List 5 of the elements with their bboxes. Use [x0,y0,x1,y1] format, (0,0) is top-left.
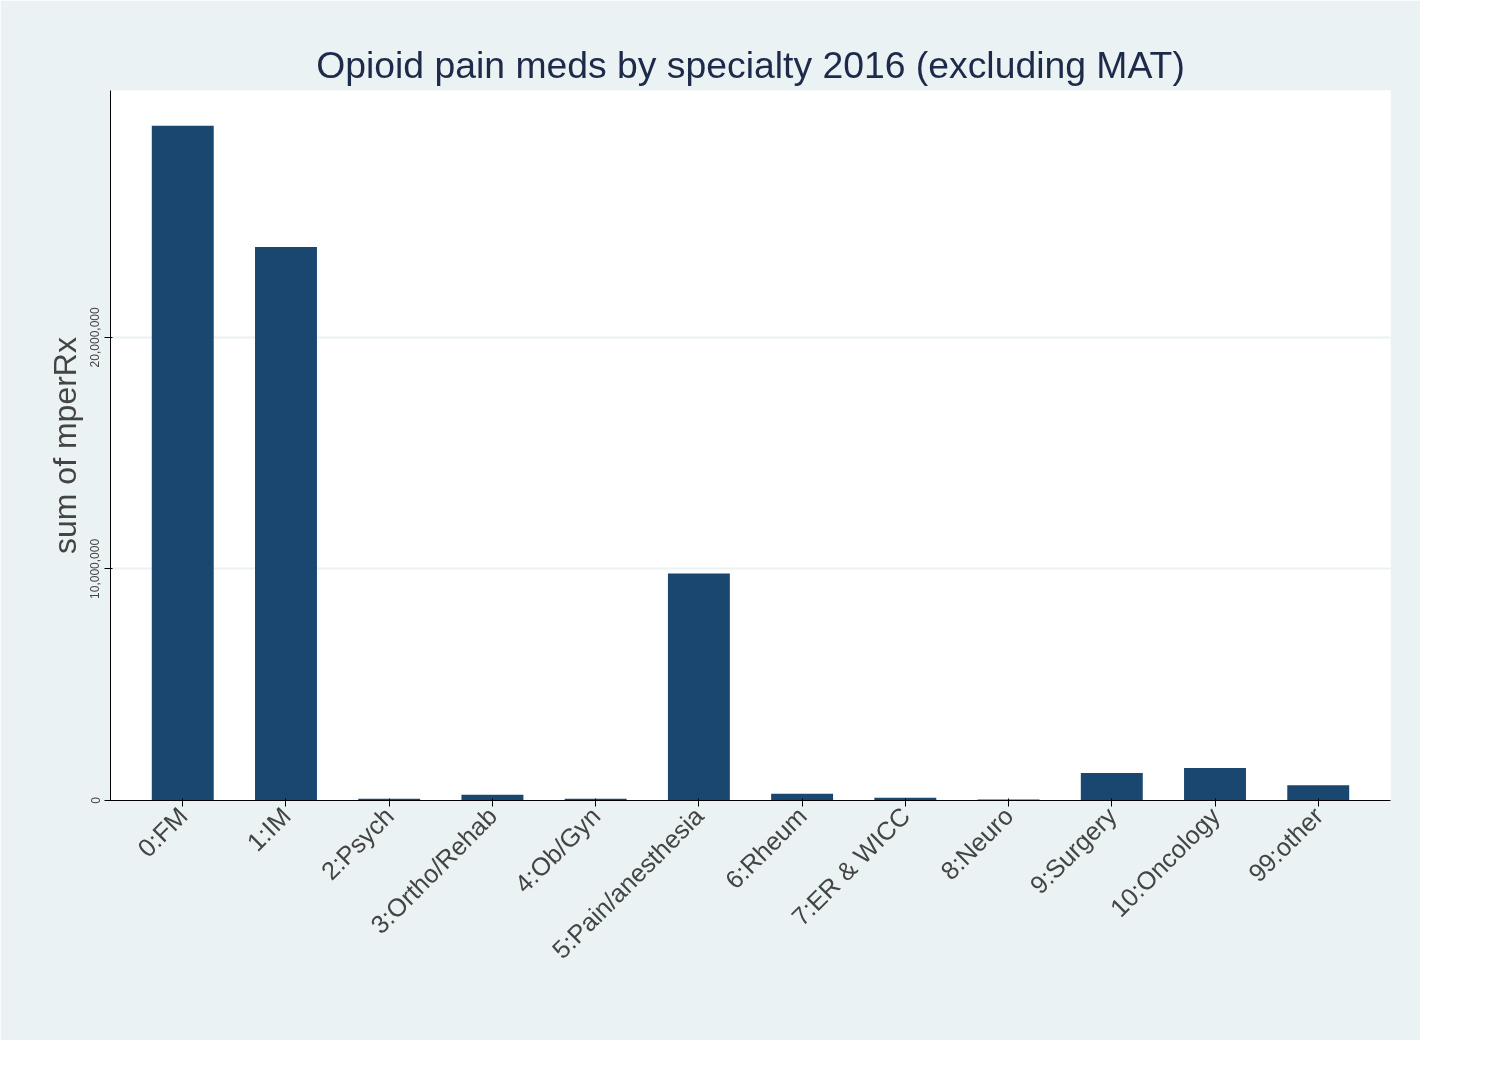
y-axis-title: sum of mperRx [46,337,83,554]
y-tick-label: 20,000,000 [88,307,103,368]
y-tick-label: 0 [88,796,103,804]
y-tick-label: 10,000,000 [88,538,103,599]
chart-title: Opioid pain meds by specialty 2016 (excluding MAT) [316,43,1185,86]
